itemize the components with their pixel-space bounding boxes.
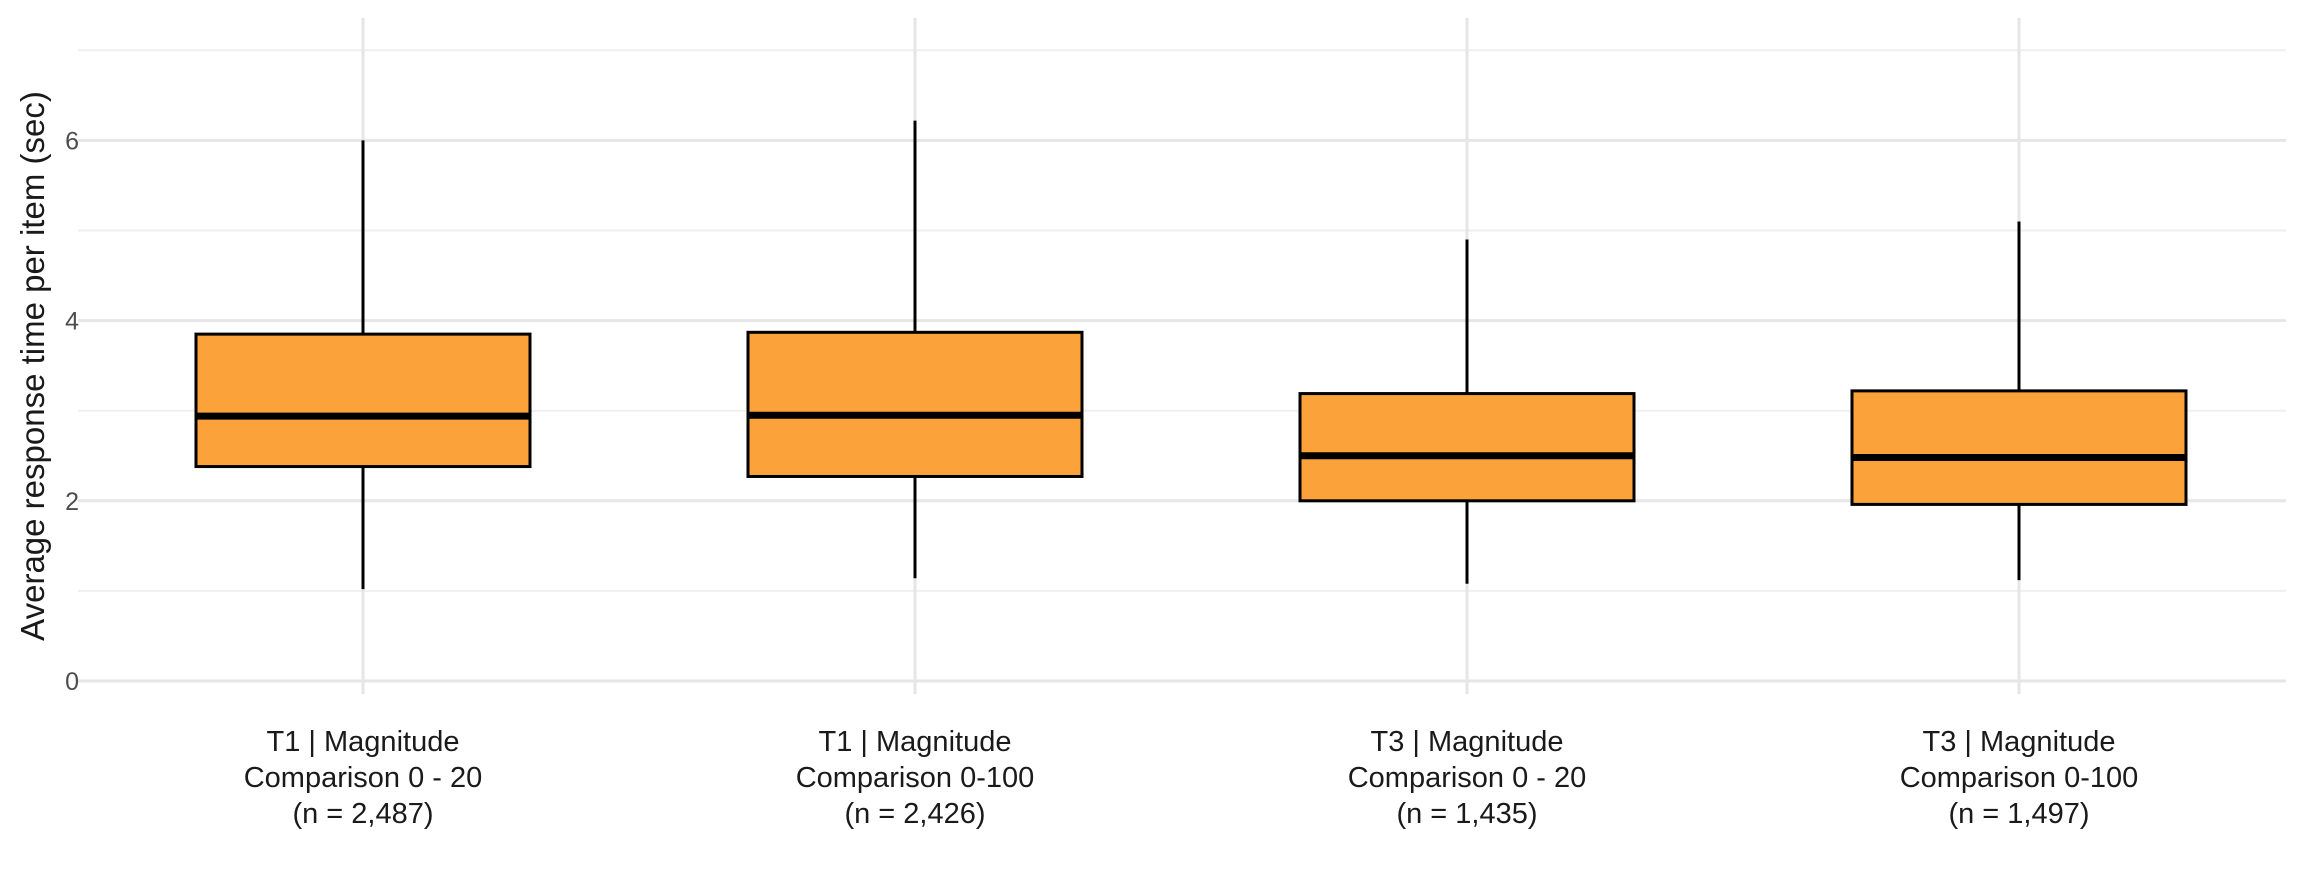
iqr-box (1850, 389, 2188, 506)
category-label: T1 | Magnitude (267, 726, 460, 758)
y-tick-label: 0 (65, 668, 79, 696)
category-label: (n = 1,497) (1948, 798, 2089, 830)
y-tick-label: 6 (65, 127, 79, 155)
iqr-box (1298, 392, 1636, 503)
category-label: Comparison 0 - 20 (1348, 762, 1587, 794)
category-label: Comparison 0-100 (796, 762, 1035, 794)
category-label: (n = 2,487) (292, 798, 433, 830)
iqr-box (194, 332, 532, 469)
box-layer (194, 120, 2188, 590)
category-label: Comparison 0 - 20 (244, 762, 483, 794)
category-label: T3 | Magnitude (1923, 726, 2116, 758)
iqr-box (746, 330, 1084, 478)
axis-layer: 0 2 4 6 (65, 127, 79, 696)
y-tick-label: 2 (65, 488, 79, 516)
y-axis-title: Average response time per item (sec) (14, 91, 51, 641)
category-label: T1 | Magnitude (819, 726, 1012, 758)
label-layer: T1 | Magnitude Comparison 0 - 20 (n = 2,48… (244, 726, 2139, 830)
y-tick-label: 4 (65, 308, 79, 336)
category-label: T3 | Magnitude (1371, 726, 1564, 758)
category-label: (n = 2,426) (844, 798, 985, 830)
category-label: (n = 1,435) (1396, 798, 1537, 830)
category-label: Comparison 0-100 (1900, 762, 2139, 794)
